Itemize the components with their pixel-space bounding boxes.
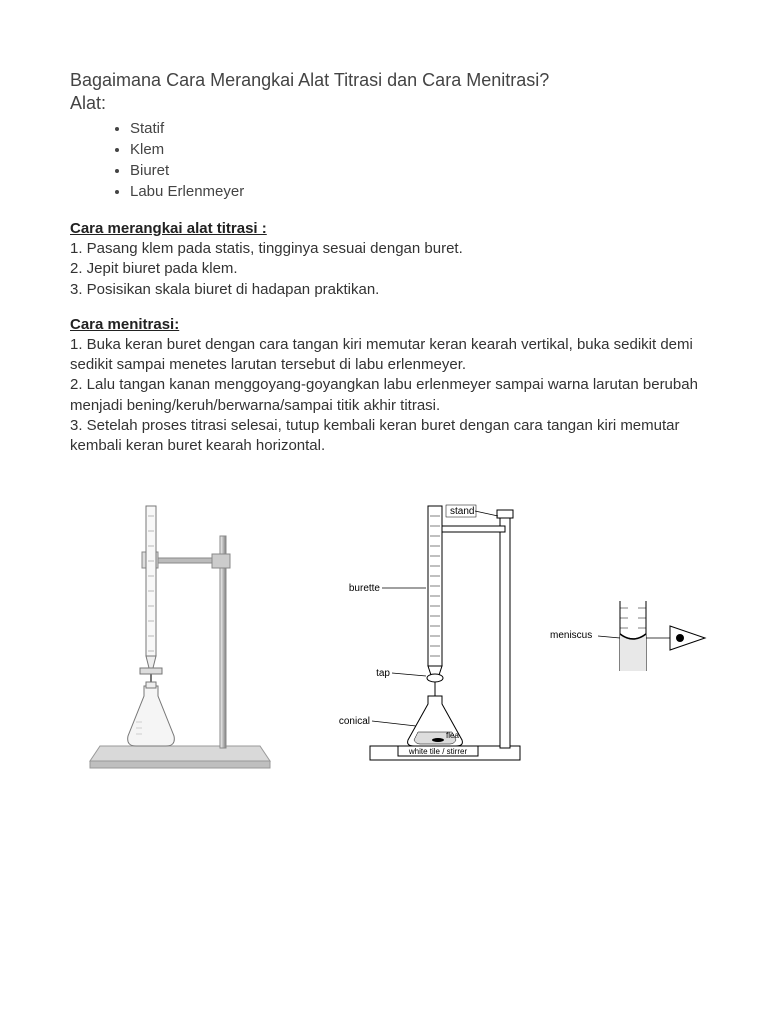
label-stand: stand	[450, 506, 474, 517]
alat-label: Alat:	[70, 93, 698, 114]
titration-labeled-diagram: stand burette tap conical flea white til…	[290, 496, 540, 776]
list-item: Statif	[130, 118, 698, 139]
label-meniscus: meniscus	[550, 630, 592, 641]
label-tile: white tile / stirrer	[408, 747, 468, 756]
alat-list: Statif Klem Biuret Labu Erlenmeyer	[70, 118, 698, 202]
step: 2. Lalu tangan kanan menggoyang-goyangka…	[70, 375, 698, 416]
meniscus-diagram: meniscus	[550, 596, 710, 686]
step: 3. Setelah proses titrasi selesai, tutup…	[70, 416, 698, 457]
list-item: Labu Erlenmeyer	[130, 181, 698, 202]
label-conical: conical	[339, 716, 370, 727]
label-flea: flea	[446, 731, 459, 740]
titration-3d-diagram	[70, 496, 280, 776]
figure-2: stand burette tap conical flea white til…	[290, 496, 540, 780]
section2-title: Cara menitrasi:	[70, 316, 698, 333]
step: 3. Posisikan skala biuret di hadapan pra…	[70, 280, 698, 300]
section1-title: Cara merangkai alat titrasi :	[70, 220, 698, 237]
figure-3: meniscus	[550, 596, 710, 690]
label-tap: tap	[376, 668, 390, 679]
step: 2. Jepit biuret pada klem.	[70, 259, 698, 279]
page-title: Bagaimana Cara Merangkai Alat Titrasi da…	[70, 70, 698, 91]
step: 1. Pasang klem pada statis, tingginya se…	[70, 239, 698, 259]
step: 1. Buka keran buret dengan cara tangan k…	[70, 335, 698, 376]
list-item: Klem	[130, 139, 698, 160]
figure-1	[70, 496, 280, 780]
label-burette: burette	[349, 583, 381, 594]
figures-row: stand burette tap conical flea white til…	[70, 496, 698, 780]
list-item: Biuret	[130, 160, 698, 181]
